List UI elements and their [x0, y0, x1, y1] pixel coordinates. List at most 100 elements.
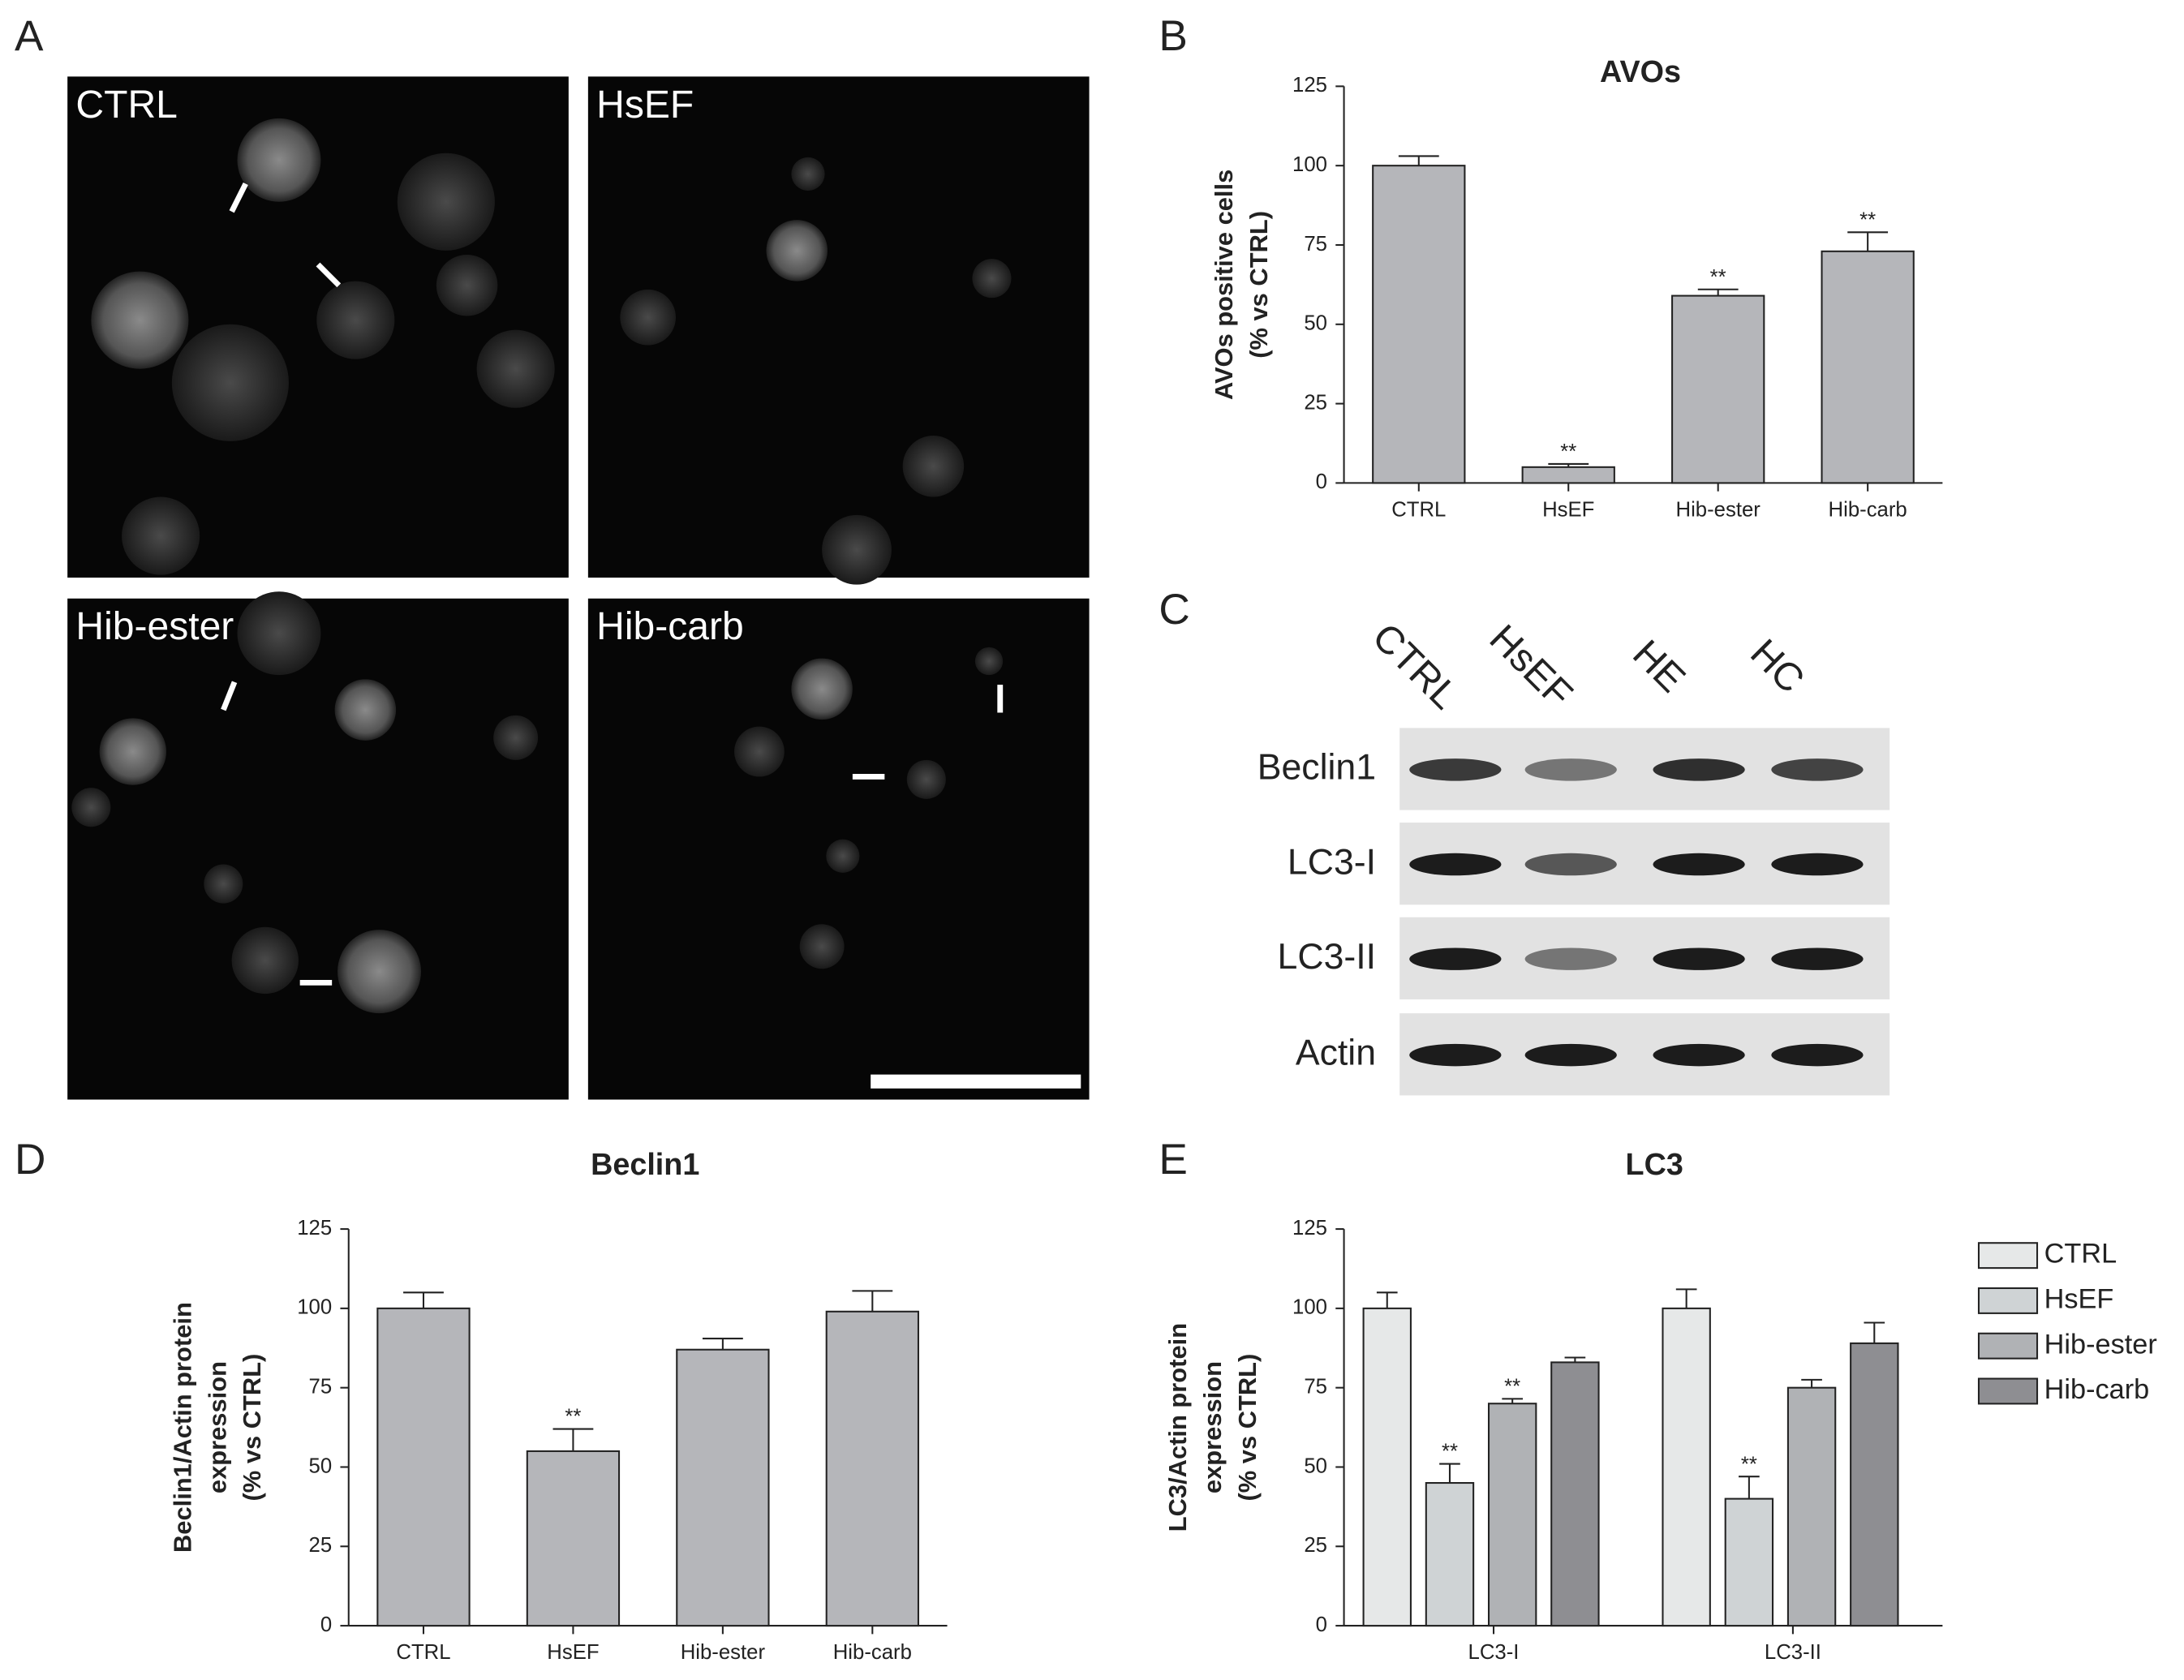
- band: [1524, 1043, 1617, 1067]
- band: [1409, 853, 1502, 876]
- x-tick-label: Hib-carb: [833, 1641, 912, 1664]
- y-axis-label: (% vs CTRL): [1245, 211, 1273, 359]
- bar: [1821, 250, 1915, 484]
- x-tick-label: LC3-II: [1765, 1641, 1821, 1664]
- band: [1409, 1043, 1502, 1067]
- lane-label: HsEF: [1481, 617, 1580, 715]
- band: [1653, 947, 1745, 970]
- band: [1771, 1043, 1864, 1067]
- legend-swatch: [1977, 1242, 2039, 1270]
- bar: [526, 1450, 621, 1627]
- y-tick-label: 100: [1292, 153, 1327, 176]
- panel-label: D: [15, 1136, 45, 1184]
- x-tick-label: HsEF: [1542, 499, 1594, 522]
- y-tick-label: 25: [1304, 391, 1327, 414]
- bar: [1362, 1307, 1412, 1627]
- lane-label: HC: [1742, 631, 1812, 702]
- x-tick-label: Hib-carb: [1829, 499, 1907, 522]
- y-tick-label: 50: [1304, 1454, 1327, 1477]
- y-axis-label: expression: [1198, 1361, 1227, 1493]
- significance: **: [1560, 440, 1576, 463]
- y-tick-label: 75: [1304, 233, 1327, 256]
- band: [1653, 1043, 1745, 1067]
- panel-label: A: [15, 12, 44, 60]
- band: [1524, 758, 1617, 781]
- bar: [825, 1310, 919, 1627]
- micrograph-panel: CTRL HsEF Hib-ester Hib-carb: [67, 76, 1090, 1100]
- y-tick-label: 25: [1304, 1534, 1327, 1557]
- y-axis-label: AVOs positive cells: [1210, 170, 1238, 400]
- protein-label: LC3-I: [1288, 842, 1376, 882]
- band: [1524, 947, 1617, 970]
- bar: [1724, 1497, 1774, 1627]
- panel-label: B: [1159, 12, 1187, 60]
- band: [1409, 947, 1502, 970]
- y-axis-label: expression: [203, 1361, 231, 1493]
- micrograph-label: Hib-carb: [596, 605, 744, 648]
- x-tick-label: Hib-ester: [1676, 499, 1761, 522]
- band: [1771, 947, 1864, 970]
- arrows: [221, 182, 1004, 986]
- micrograph-label: HsEF: [596, 84, 694, 127]
- bar: [376, 1307, 471, 1627]
- legend-label: HsEF: [2044, 1284, 2114, 1315]
- cells: [71, 118, 1012, 1014]
- y-tick-label: 0: [1316, 1613, 1327, 1636]
- y-axis-label: Beclin1/Actin protein: [168, 1302, 196, 1553]
- y-tick-label: 0: [320, 1613, 332, 1636]
- band: [1409, 758, 1502, 781]
- bar: [1671, 294, 1765, 484]
- panel-label: E: [1159, 1136, 1187, 1184]
- protein-label: Beclin1: [1258, 748, 1376, 788]
- x-tick-label: CTRL: [396, 1641, 450, 1664]
- protein-label: Actin: [1296, 1033, 1376, 1072]
- legend-swatch: [1977, 1287, 2039, 1314]
- y-tick-label: 50: [309, 1454, 333, 1477]
- y-tick-label: 0: [1316, 470, 1327, 493]
- micrograph-label: CTRL: [75, 84, 177, 127]
- legend-label: Hib-ester: [2044, 1329, 2157, 1360]
- y-axis-label: LC3/Actin protein: [1163, 1323, 1192, 1532]
- band: [1653, 758, 1745, 781]
- y-axis-label: (% vs CTRL): [1233, 1354, 1262, 1502]
- scale-bar: [871, 1074, 1081, 1089]
- band: [1524, 853, 1617, 876]
- micrograph-label: Hib-ester: [75, 605, 234, 648]
- x-tick-label: Hib-ester: [681, 1641, 766, 1664]
- legend-swatch: [1977, 1377, 2039, 1405]
- bar: [1550, 1361, 1600, 1627]
- significance: **: [1442, 1441, 1458, 1463]
- lane-label: HE: [1624, 632, 1693, 701]
- y-axis-label: (% vs CTRL): [238, 1354, 266, 1502]
- y-tick-label: 50: [1304, 312, 1327, 335]
- significance: **: [1504, 1375, 1520, 1398]
- bar: [1425, 1482, 1475, 1627]
- x-tick-label: HsEF: [547, 1641, 599, 1664]
- significance: **: [1710, 266, 1726, 289]
- x-tick-label: LC3-I: [1468, 1641, 1520, 1664]
- y-tick-label: 75: [309, 1375, 333, 1398]
- lane-label: CTRL: [1364, 616, 1466, 718]
- micrograph: [67, 598, 569, 1100]
- chart-title: LC3: [1626, 1147, 1683, 1181]
- band: [1771, 758, 1864, 781]
- y-tick-label: 125: [1292, 74, 1327, 97]
- legend-swatch: [1977, 1332, 2039, 1360]
- protein-label: LC3-II: [1278, 937, 1376, 977]
- y-tick-label: 125: [297, 1217, 332, 1240]
- bar: [1850, 1342, 1899, 1627]
- x-tick-label: CTRL: [1391, 499, 1446, 522]
- chart-title: Beclin1: [591, 1147, 699, 1181]
- bar: [676, 1348, 770, 1627]
- y-tick-label: 100: [1292, 1296, 1327, 1319]
- bar: [1786, 1386, 1837, 1627]
- bar: [1662, 1307, 1711, 1627]
- significance: **: [1741, 1453, 1757, 1476]
- bar: [1521, 466, 1615, 484]
- y-tick-label: 100: [297, 1296, 332, 1319]
- y-tick-label: 125: [1292, 1217, 1327, 1240]
- y-tick-label: 75: [1304, 1375, 1327, 1398]
- band: [1653, 853, 1745, 876]
